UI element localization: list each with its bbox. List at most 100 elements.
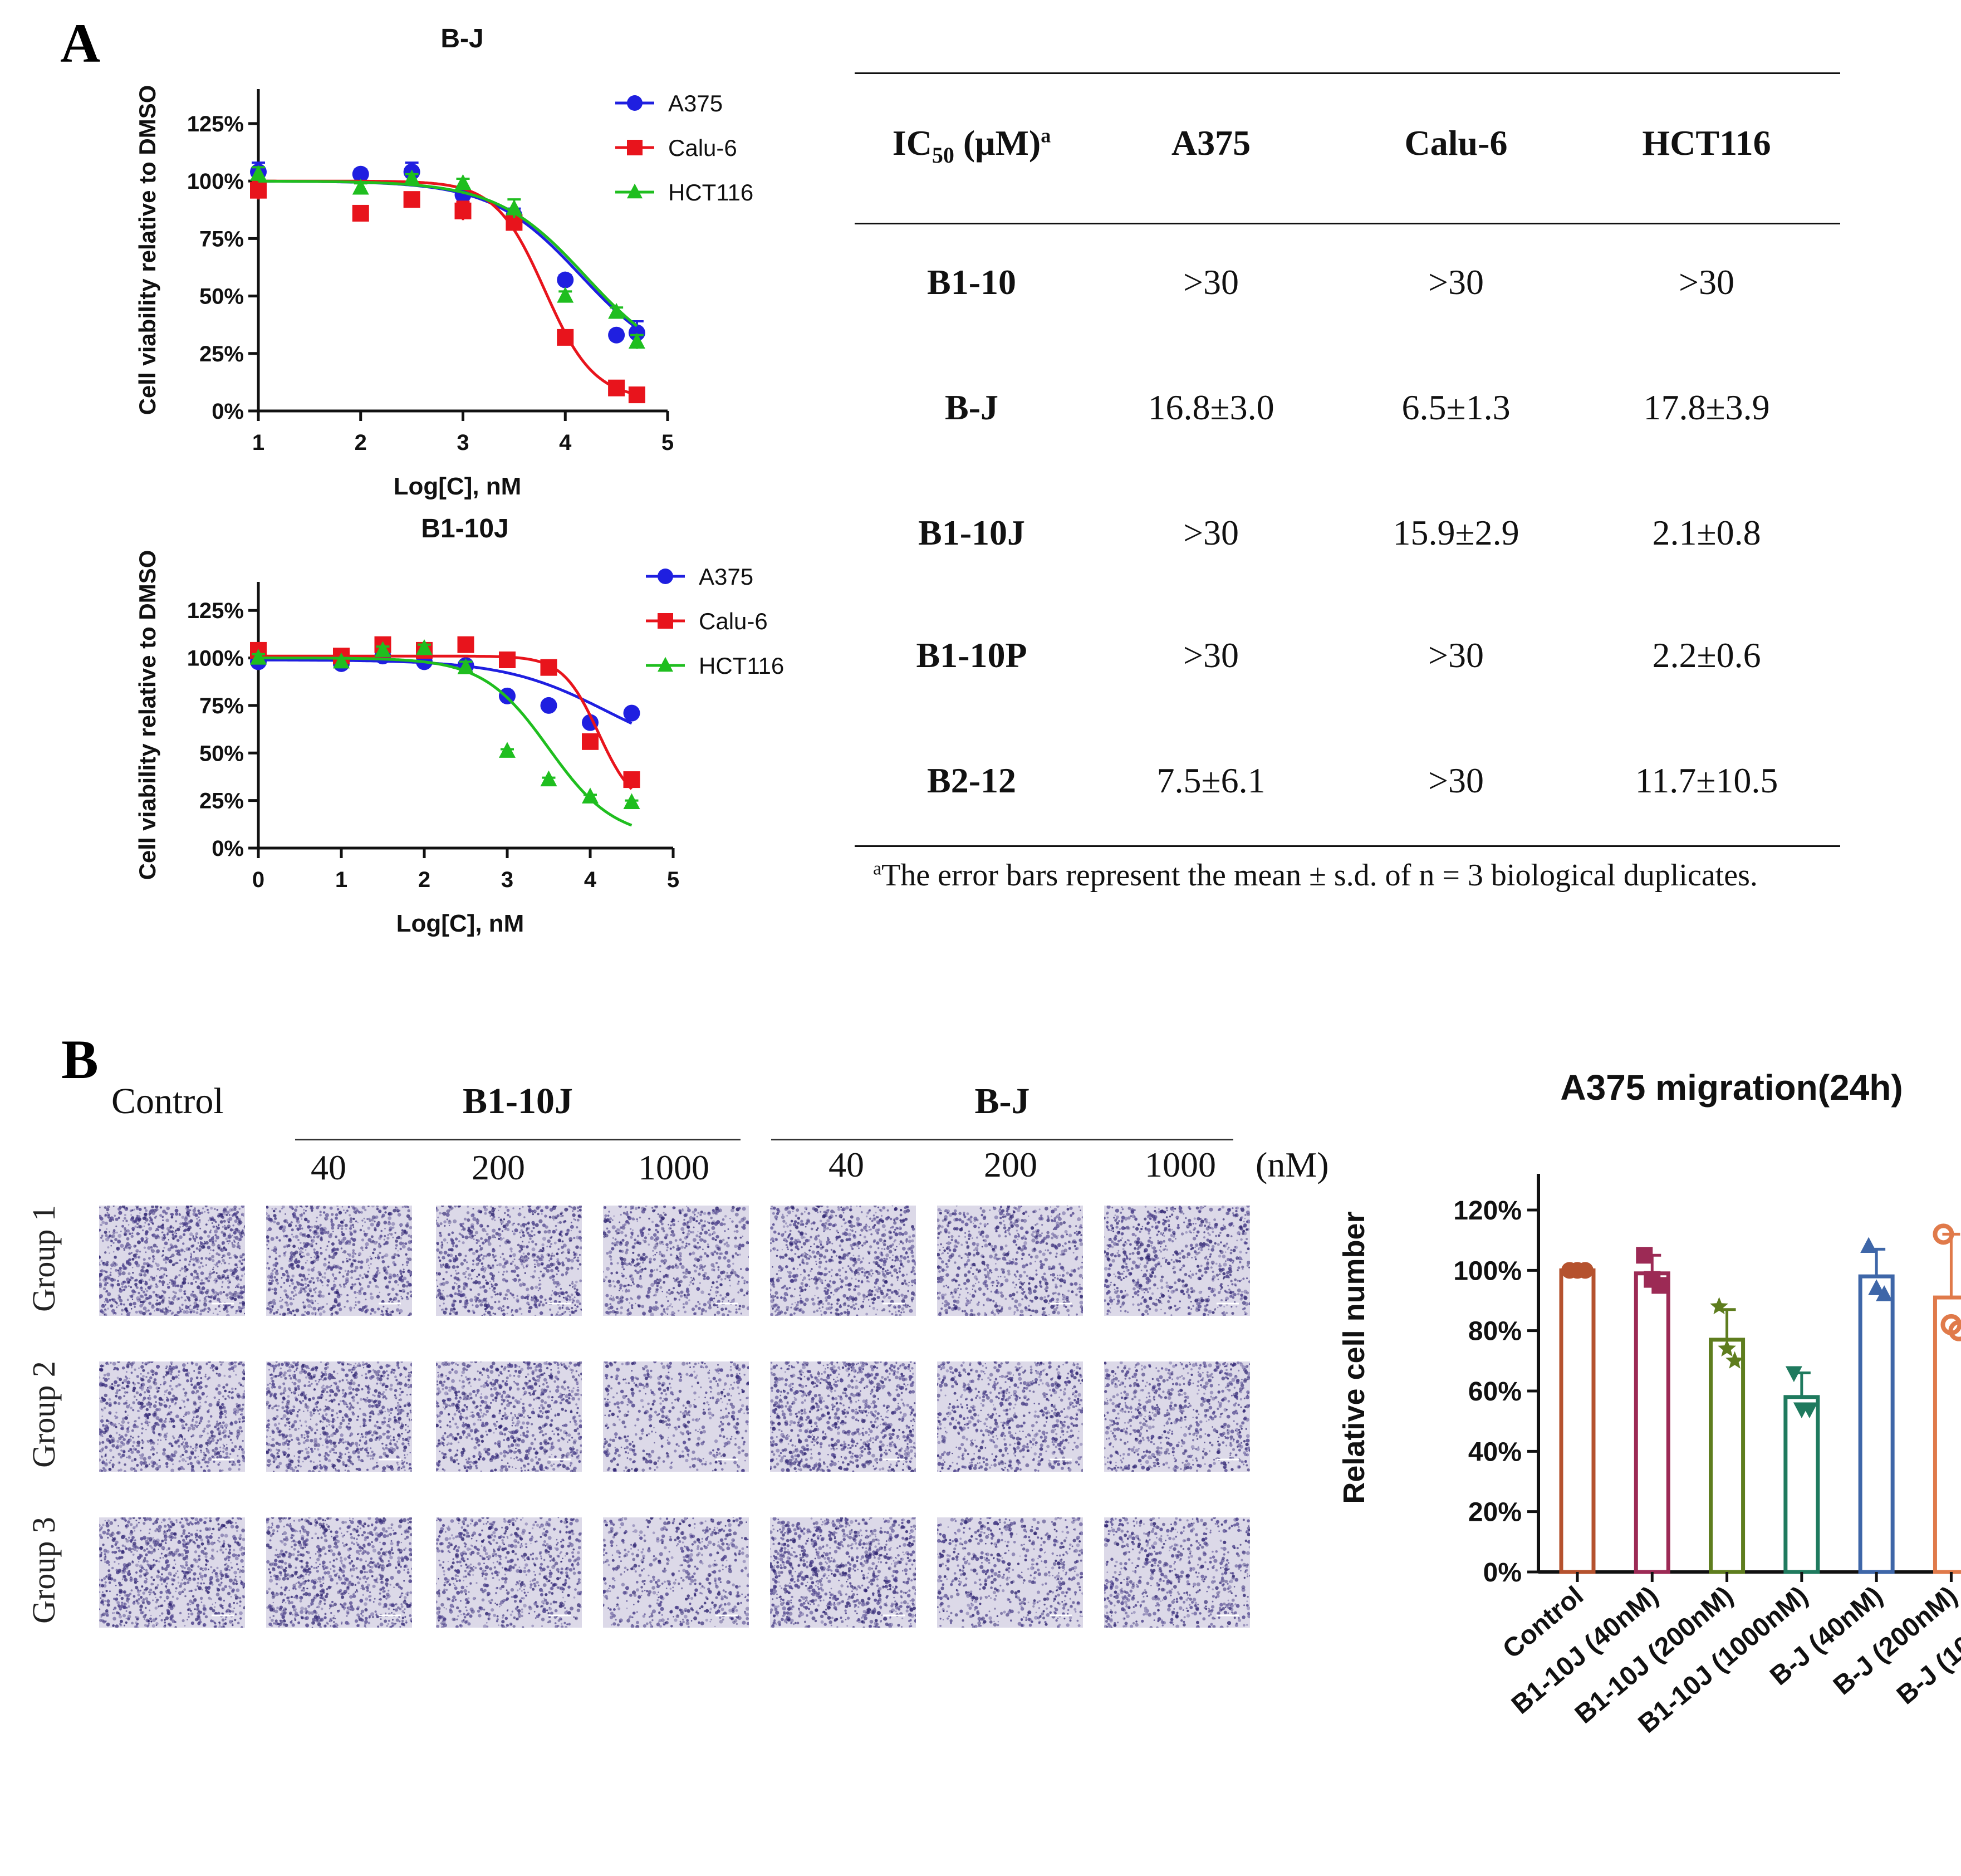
stained-cell <box>780 1310 783 1314</box>
stained-cell <box>337 1239 340 1242</box>
stained-cell <box>565 1311 567 1313</box>
stained-cell <box>671 1223 675 1227</box>
stained-cell <box>492 1312 494 1314</box>
stained-cell <box>225 1293 229 1297</box>
stained-cell <box>291 1282 295 1285</box>
table-row-label: B-J <box>945 388 998 427</box>
stained-cell <box>881 1233 884 1237</box>
stained-cell <box>104 1283 107 1287</box>
stained-cell <box>770 1226 774 1230</box>
stained-cell <box>820 1206 823 1207</box>
stained-cell <box>153 1276 155 1279</box>
stained-cell <box>818 1253 823 1258</box>
stained-cell <box>905 1238 908 1241</box>
stained-cell <box>668 1223 669 1226</box>
stained-cell <box>546 1269 550 1273</box>
stained-cell <box>836 1230 839 1232</box>
stained-cell <box>738 1207 741 1210</box>
stained-cell <box>573 1253 576 1256</box>
stained-cell <box>398 1255 400 1257</box>
stained-cell <box>326 1303 328 1305</box>
stained-cell <box>114 1238 117 1241</box>
stained-cell <box>561 1273 565 1277</box>
stained-cell <box>386 1236 390 1240</box>
legend-marker <box>658 569 673 584</box>
stained-cell <box>279 1313 281 1315</box>
stained-cell <box>151 1277 156 1282</box>
stained-cell <box>176 1227 180 1232</box>
stained-cell <box>821 1246 824 1248</box>
stained-cell <box>694 1208 698 1212</box>
stained-cell <box>145 1213 147 1215</box>
stained-cell <box>800 1297 802 1300</box>
stained-cell <box>1014 1275 1017 1278</box>
stained-cell <box>715 1235 719 1239</box>
data-point <box>1876 1285 1893 1301</box>
stained-cell <box>740 1246 742 1248</box>
stained-cell <box>498 1262 502 1267</box>
stained-cell <box>849 1257 853 1261</box>
stained-cell <box>576 1218 580 1222</box>
stained-cell <box>869 1217 872 1220</box>
stained-cell <box>776 1297 778 1299</box>
stained-cell <box>227 1252 231 1256</box>
stained-cell <box>611 1310 615 1314</box>
stained-cell <box>633 1283 635 1285</box>
stained-cell <box>285 1270 288 1273</box>
stained-cell <box>367 1206 370 1207</box>
stained-cell <box>215 1262 219 1265</box>
stained-cell <box>895 1248 897 1251</box>
stained-cell <box>156 1268 159 1271</box>
stained-cell <box>814 1295 816 1297</box>
y-tick-label: 75% <box>199 694 244 718</box>
stained-cell <box>839 1305 842 1309</box>
stained-cell <box>436 1222 439 1225</box>
stained-cell <box>875 1270 879 1273</box>
stained-cell <box>99 1273 101 1275</box>
stained-cell <box>437 1243 439 1246</box>
stained-cell <box>619 1250 622 1253</box>
stained-cell <box>566 1258 571 1262</box>
stained-cell <box>579 1302 582 1305</box>
stained-cell <box>458 1240 460 1242</box>
stained-cell <box>869 1305 871 1307</box>
stained-cell <box>128 1285 130 1287</box>
footnote-text: The error bars represent the mean ± s.d.… <box>881 858 1758 893</box>
stained-cell <box>903 1311 905 1314</box>
stained-cell <box>546 1264 551 1268</box>
stained-cell <box>846 1310 851 1315</box>
x-tick-label: 3 <box>501 868 513 892</box>
stained-cell <box>283 1282 286 1284</box>
stained-cell <box>656 1251 658 1253</box>
stained-cell <box>483 1303 488 1307</box>
stained-cell <box>695 1234 699 1237</box>
stained-cell <box>547 1255 550 1257</box>
stained-cell <box>397 1284 399 1286</box>
stained-cell <box>166 1206 170 1211</box>
stained-cell <box>550 1314 553 1316</box>
stained-cell <box>770 1312 773 1316</box>
stained-cell <box>535 1285 538 1289</box>
stained-cell <box>783 1297 787 1302</box>
stained-cell <box>213 1280 215 1282</box>
stained-cell <box>302 1211 306 1214</box>
stained-cell <box>906 1256 910 1258</box>
stained-cell <box>338 1211 342 1215</box>
stained-cell <box>230 1256 233 1259</box>
stained-cell <box>708 1233 712 1237</box>
stained-cell <box>839 1214 843 1218</box>
stained-cell <box>458 1206 462 1208</box>
stained-cell <box>814 1237 818 1241</box>
stained-cell <box>483 1255 486 1257</box>
stained-cell <box>104 1215 107 1218</box>
stained-cell <box>778 1309 780 1311</box>
stained-cell <box>478 1262 480 1264</box>
stained-cell <box>651 1221 654 1223</box>
stained-cell <box>660 1222 664 1226</box>
stained-cell <box>119 1287 121 1290</box>
stained-cell <box>155 1307 159 1311</box>
stained-cell <box>614 1243 617 1247</box>
stained-cell <box>729 1310 732 1313</box>
stained-cell <box>556 1273 558 1276</box>
stained-cell <box>1034 1309 1038 1314</box>
